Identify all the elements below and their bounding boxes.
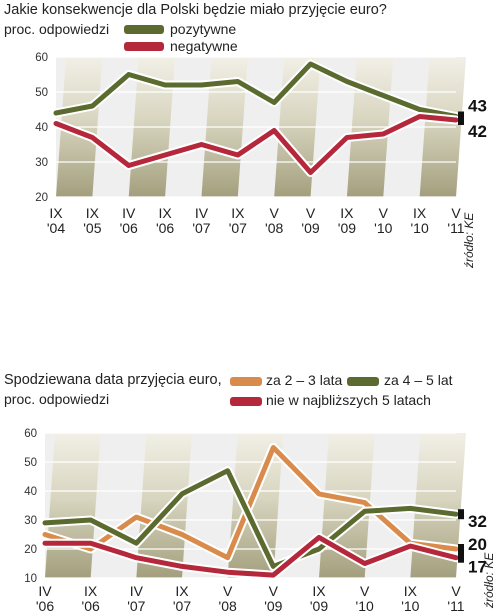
chart-1-series-line-0 [53, 61, 459, 119]
chart-1-legend-swatch-negatywne [124, 42, 164, 51]
chart-2-ytick-label: 50 [24, 457, 37, 469]
chart-2-subtitle: proc. odpowiedzi [4, 391, 110, 407]
chart-2-xtick-label: IX [84, 583, 98, 599]
chart-2-ytick-label: 20 [24, 544, 37, 556]
chart-2-source: źródło: KE [482, 552, 496, 608]
chart-2-xtick-label: IX [175, 583, 189, 599]
chart-2-xtick-label: '10 [356, 598, 374, 612]
chart-2-xtick-label: V [360, 583, 370, 599]
chart-2-legend-swatch-nie5 [230, 397, 262, 406]
chart-2-end-label-0: 20 [468, 535, 487, 554]
chart-1-ytick-label: 50 [35, 87, 48, 99]
chart-2-end-label-2: 17 [468, 558, 487, 577]
chart-1-xtick-label: '10 [411, 220, 429, 236]
chart-2-xtick-label: '09 [264, 598, 282, 612]
chart-2-series-line-2 [42, 534, 459, 578]
chart-2-xtick-label: '06 [82, 598, 100, 612]
chart-2-ytick-label: 60 [24, 428, 37, 440]
chart-2-xtick-label: '07 [173, 598, 191, 612]
chart-2-end-label-1: 32 [468, 512, 487, 531]
chart-1-xtick-label: '06 [120, 220, 138, 236]
chart-2-legend-swatch-4-5 [347, 377, 379, 386]
chart-2-end-marker-2 [458, 552, 464, 563]
chart-1-end-marker-1 [458, 115, 464, 125]
chart-1-legend-swatch-pozytywne [124, 25, 164, 34]
chart-2-xtick-label: '07 [127, 598, 145, 612]
chart-1-xtick-label: '10 [374, 220, 392, 236]
chart-2-end-marker-1 [458, 509, 464, 520]
chart-2-xtick-label: IV [130, 583, 144, 599]
chart-2-legend-swatch-2-3 [230, 377, 262, 386]
chart-1-source: źródło: KE [462, 212, 476, 268]
chart-2-xtick-label: '10 [401, 598, 419, 612]
chart-2-legend-label-2-3: za 2 – 3 lata [266, 372, 343, 388]
chart-1-ytick-label: 20 [35, 192, 48, 204]
chart-1-xtick-label: IX [158, 205, 172, 221]
chart-1-ytick-label: 30 [35, 157, 48, 169]
chart-1-xtick-label: V [306, 205, 316, 221]
chart-2-legend-label-4-5: za 4 – 5 lat [384, 372, 453, 388]
chart-2-ytick-label: 40 [24, 486, 37, 498]
chart-2-xtick-label: '11 [447, 598, 464, 612]
chart-1-ytick-label: 60 [35, 52, 48, 64]
chart-1-legend-label-pozytywne: pozytywne [170, 21, 237, 37]
chart-2-xtick-label: V [269, 583, 279, 599]
chart-1-xtick-label: '04 [47, 220, 65, 236]
chart-1-xtick-label: IX [86, 205, 100, 221]
chart-2-series-line-1 [42, 468, 459, 569]
chart-1-ytick-label: 40 [35, 122, 48, 134]
chart-1-end-label-0: 43 [468, 97, 487, 116]
chart-1-subtitle: proc. odpowiedzi [4, 21, 110, 37]
chart-2-band [227, 433, 284, 578]
chart-1-xtick-label: '11 [447, 220, 464, 236]
chart-2-xtick-label: '09 [310, 598, 328, 612]
chart-1-end-label-1: 42 [468, 122, 487, 141]
chart-1-svg: 2030405060IX'04IX'05IV'06IX'06IV'07IX'07… [35, 52, 487, 236]
chart-2-ytick-label: 10 [24, 573, 37, 585]
chart-1-xtick-label: '05 [83, 220, 101, 236]
chart-1-xtick-label: '06 [156, 220, 174, 236]
chart-1-xtick-label: IX [340, 205, 354, 221]
chart-2-end-marker-0 [458, 544, 464, 554]
chart-2-ytick-label: 30 [24, 515, 37, 527]
chart-1-xtick-label: '08 [265, 220, 283, 236]
chart-1-xtick-label: IX [49, 205, 63, 221]
chart-1-series-line-1 [53, 114, 459, 175]
chart-1-legend-label-negatywne: negatywne [170, 38, 238, 54]
chart-2-xtick-label: V [451, 583, 461, 599]
chart-1-xtick-label: V [379, 205, 389, 221]
chart-1-xtick-label: '09 [338, 220, 356, 236]
chart-2-xtick-label: IX [404, 583, 418, 599]
chart-1-xtick-label: V [451, 205, 461, 221]
chart-2-xtick-label: IX [312, 583, 326, 599]
chart-2-xtick-label: '08 [219, 598, 237, 612]
chart-1-xtick-label: IX [413, 205, 427, 221]
chart-1-xtick-label: '07 [192, 220, 210, 236]
chart-1-xtick-label: '07 [229, 220, 247, 236]
chart-1-xtick-label: IV [122, 205, 136, 221]
chart-1-xtick-label: V [270, 205, 280, 221]
chart-2-xtick-label: V [223, 583, 233, 599]
chart-1-xtick-label: IX [231, 205, 245, 221]
chart-1-xtick-label: '09 [301, 220, 319, 236]
chart-2-legend-label-nie5: nie w najbliższych 5 latach [266, 392, 431, 408]
chart-1-xtick-label: IV [195, 205, 209, 221]
chart-2-xtick-label: IV [38, 583, 52, 599]
chart-2-band [136, 433, 192, 578]
chart-2-xtick-label: '06 [36, 598, 54, 612]
chart-1-title: Jakie konsekwencje dla Polski będzie mia… [4, 2, 387, 18]
chart-2-title: Spodziewana data przyjęcia euro, [4, 372, 222, 388]
